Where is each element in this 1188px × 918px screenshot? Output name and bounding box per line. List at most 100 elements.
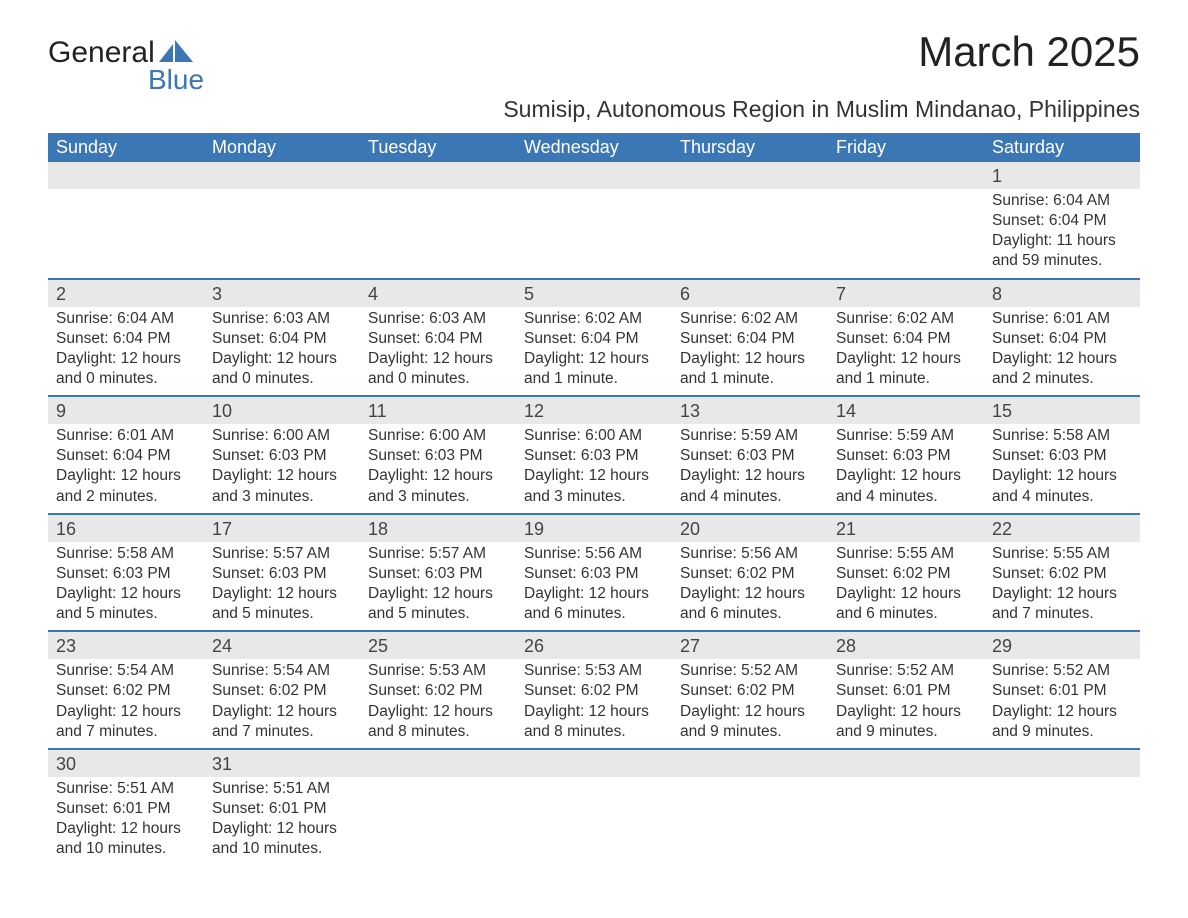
day-number-row: 2345678 [48, 279, 1140, 307]
sunset-text: Sunset: 6:01 PM [992, 681, 1132, 701]
location-subtitle: Sumisip, Autonomous Region in Muslim Min… [503, 96, 1140, 123]
day-data-row: Sunrise: 5:51 AMSunset: 6:01 PM Daylight:… [48, 777, 1140, 866]
day-number-cell [828, 162, 984, 189]
day-data-cell: Sunrise: 6:02 AMSunset: 6:04 PMDaylight:… [672, 307, 828, 397]
day-number-cell: 6 [672, 279, 828, 307]
day-number-cell [204, 162, 360, 189]
sunset-text: Sunset: 6:02 PM [680, 564, 820, 584]
sunrise-text: Sunrise: 5:55 AM [992, 544, 1132, 564]
day-number-cell [360, 749, 516, 777]
sunrise-text: Sunrise: 5:53 AM [368, 661, 508, 681]
calendar-table: SundayMondayTuesdayWednesdayThursdayFrid… [48, 133, 1140, 865]
day-data-cell: Sunrise: 5:55 AMSunset: 6:02 PMDaylight:… [984, 542, 1140, 632]
sunrise-text: Sunrise: 6:04 AM [56, 309, 196, 329]
day-data-cell: Sunrise: 5:52 AMSunset: 6:01 PMDaylight:… [984, 659, 1140, 749]
day-number-row: 16171819202122 [48, 514, 1140, 542]
day-data-cell [48, 189, 204, 279]
brand-sail-icon [159, 40, 193, 62]
day-number-cell [516, 162, 672, 189]
day-data-cell [360, 777, 516, 866]
day-number-cell: 28 [828, 631, 984, 659]
daylight-text: Daylight: 12 hours and 5 minutes. [212, 584, 352, 624]
day-data-cell: Sunrise: 5:57 AMSunset: 6:03 PMDaylight:… [360, 542, 516, 632]
weekday-header: Monday [204, 133, 360, 162]
day-number-cell: 5 [516, 279, 672, 307]
day-data-cell: Sunrise: 5:59 AMSunset: 6:03 PMDaylight:… [672, 424, 828, 514]
brand-word1: General [48, 36, 155, 70]
daylight-text: Daylight: 12 hours and 2 minutes. [992, 349, 1132, 389]
day-data-cell: Sunrise: 5:56 AMSunset: 6:03 PMDaylight:… [516, 542, 672, 632]
day-data-cell: Sunrise: 5:58 AMSunset: 6:03 PMDaylight:… [48, 542, 204, 632]
sunrise-text: Sunrise: 5:59 AM [680, 426, 820, 446]
daylight-text: Daylight: 12 hours and 3 minutes. [212, 466, 352, 506]
sunrise-text: Sunrise: 5:53 AM [524, 661, 664, 681]
sunset-text: Sunset: 6:01 PM [836, 681, 976, 701]
day-number-cell [48, 162, 204, 189]
day-data-cell: Sunrise: 5:51 AMSunset: 6:01 PMDaylight:… [204, 777, 360, 866]
day-number-cell: 12 [516, 396, 672, 424]
sunset-text: Sunset: 6:04 PM [368, 329, 508, 349]
daylight-text: Daylight: 12 hours and 0 minutes. [368, 349, 508, 389]
sunrise-text: Sunrise: 5:55 AM [836, 544, 976, 564]
sunset-text: Sunset: 6:02 PM [992, 564, 1132, 584]
daylight-text: Daylight: 12 hours and 1 minute. [680, 349, 820, 389]
sunset-text: Sunset: 6:04 PM [992, 211, 1132, 231]
daylight-text: Daylight: 12 hours and 1 minute. [836, 349, 976, 389]
day-data-cell [204, 189, 360, 279]
day-number-row: 3031 [48, 749, 1140, 777]
daylight-text: Daylight: 12 hours and 7 minutes. [56, 702, 196, 742]
weekday-header: Saturday [984, 133, 1140, 162]
sunset-text: Sunset: 6:01 PM [56, 799, 196, 819]
day-number-cell: 16 [48, 514, 204, 542]
brand-logo: General Blue [48, 28, 204, 96]
day-data-cell [672, 777, 828, 866]
day-data-cell [516, 189, 672, 279]
day-number-cell: 27 [672, 631, 828, 659]
sunset-text: Sunset: 6:02 PM [680, 681, 820, 701]
day-data-cell: Sunrise: 5:51 AMSunset: 6:01 PMDaylight:… [48, 777, 204, 866]
daylight-text: Daylight: 12 hours and 9 minutes. [680, 702, 820, 742]
sunset-text: Sunset: 6:03 PM [368, 446, 508, 466]
sunset-text: Sunset: 6:03 PM [56, 564, 196, 584]
day-number-cell: 14 [828, 396, 984, 424]
sunset-text: Sunset: 6:03 PM [524, 446, 664, 466]
day-number-cell: 30 [48, 749, 204, 777]
sunrise-text: Sunrise: 5:56 AM [524, 544, 664, 564]
sunrise-text: Sunrise: 6:01 AM [56, 426, 196, 446]
day-number-cell: 19 [516, 514, 672, 542]
day-data-cell: Sunrise: 6:01 AMSunset: 6:04 PMDaylight:… [48, 424, 204, 514]
day-data-cell: Sunrise: 6:04 AMSunset: 6:04 PMDaylight:… [984, 189, 1140, 279]
brand-word2: Blue [148, 64, 204, 96]
day-data-cell [360, 189, 516, 279]
sunset-text: Sunset: 6:02 PM [212, 681, 352, 701]
sunset-text: Sunset: 6:03 PM [680, 446, 820, 466]
sunset-text: Sunset: 6:02 PM [368, 681, 508, 701]
weekday-header: Thursday [672, 133, 828, 162]
day-data-cell: Sunrise: 6:03 AMSunset: 6:04 PMDaylight:… [360, 307, 516, 397]
weekday-header: Friday [828, 133, 984, 162]
day-data-cell: Sunrise: 5:53 AMSunset: 6:02 PMDaylight:… [360, 659, 516, 749]
daylight-text: Daylight: 12 hours and 4 minutes. [836, 466, 976, 506]
sunset-text: Sunset: 6:02 PM [524, 681, 664, 701]
day-data-cell: Sunrise: 6:03 AMSunset: 6:04 PMDaylight:… [204, 307, 360, 397]
day-number-cell: 20 [672, 514, 828, 542]
daylight-text: Daylight: 12 hours and 3 minutes. [524, 466, 664, 506]
weekday-header: Wednesday [516, 133, 672, 162]
sunrise-text: Sunrise: 5:51 AM [56, 779, 196, 799]
sunrise-text: Sunrise: 5:52 AM [992, 661, 1132, 681]
sunset-text: Sunset: 6:04 PM [836, 329, 976, 349]
day-data-row: Sunrise: 6:01 AMSunset: 6:04 PMDaylight:… [48, 424, 1140, 514]
weekday-header: Sunday [48, 133, 204, 162]
day-number-cell: 17 [204, 514, 360, 542]
day-data-row: Sunrise: 6:04 AMSunset: 6:04 PMDaylight:… [48, 189, 1140, 279]
daylight-text: Daylight: 12 hours and 10 minutes. [212, 819, 352, 859]
day-data-cell: Sunrise: 6:02 AMSunset: 6:04 PMDaylight:… [828, 307, 984, 397]
sunset-text: Sunset: 6:02 PM [56, 681, 196, 701]
day-number-cell: 9 [48, 396, 204, 424]
sunset-text: Sunset: 6:03 PM [368, 564, 508, 584]
sunrise-text: Sunrise: 5:56 AM [680, 544, 820, 564]
day-number-cell: 4 [360, 279, 516, 307]
sunrise-text: Sunrise: 6:03 AM [212, 309, 352, 329]
sunset-text: Sunset: 6:02 PM [836, 564, 976, 584]
day-data-cell: Sunrise: 5:59 AMSunset: 6:03 PMDaylight:… [828, 424, 984, 514]
